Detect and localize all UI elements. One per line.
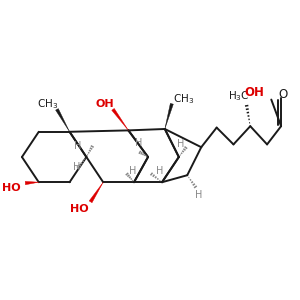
Text: OH: OH (244, 85, 264, 98)
Text: H: H (129, 166, 136, 176)
Text: H: H (73, 162, 80, 172)
Text: HO: HO (70, 204, 89, 214)
Polygon shape (165, 103, 173, 129)
Text: CH$_3$: CH$_3$ (37, 97, 58, 111)
Text: OH: OH (95, 99, 114, 109)
Polygon shape (25, 182, 39, 185)
Text: HO: HO (2, 183, 21, 193)
Text: CH$_3$: CH$_3$ (173, 92, 194, 106)
Text: O: O (279, 88, 288, 101)
Text: H: H (155, 166, 163, 176)
Polygon shape (89, 182, 103, 203)
Polygon shape (112, 109, 128, 130)
Text: H: H (176, 140, 184, 149)
Text: H: H (74, 141, 82, 151)
Text: H: H (134, 138, 142, 148)
Polygon shape (56, 109, 70, 132)
Text: H$_3$C: H$_3$C (228, 89, 250, 103)
Text: H: H (195, 190, 202, 200)
